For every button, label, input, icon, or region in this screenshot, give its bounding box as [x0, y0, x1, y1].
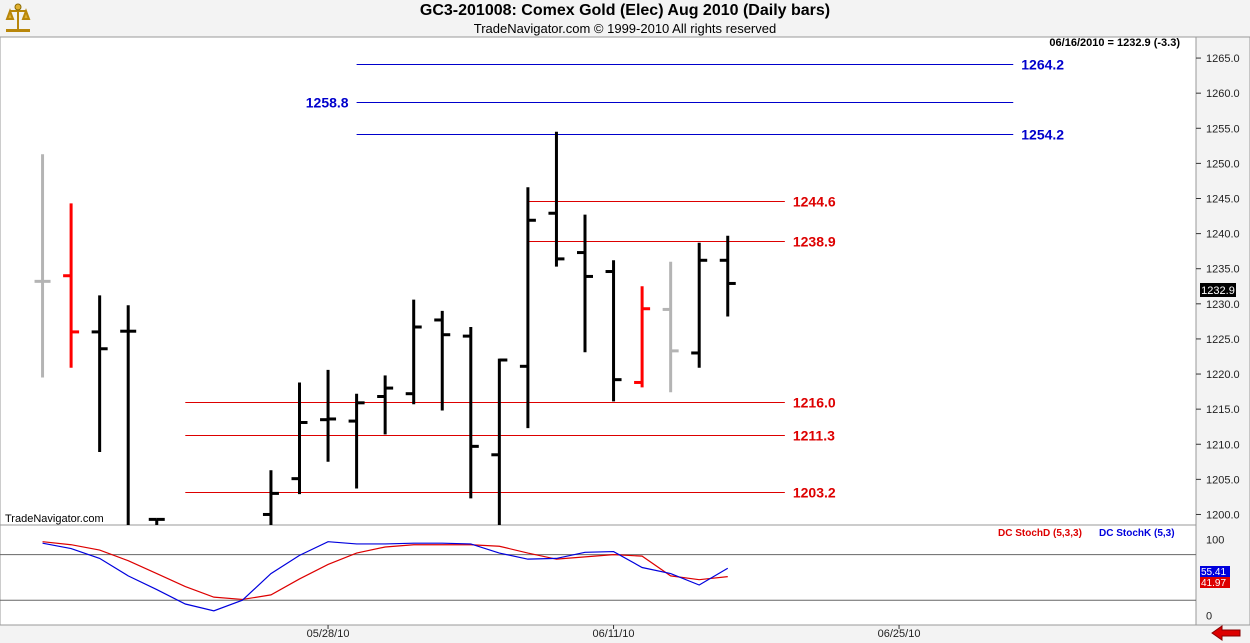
price-axis: 1200.0 1205.0 1210.0 1215.0 1220.0 1225.0 1230…: [1196, 53, 1240, 521]
y-tick-label: 1245.0: [1206, 193, 1240, 205]
chart-panels: [0, 36, 1250, 626]
ohlc-bar: [34, 154, 51, 378]
ohlc-bar: [491, 358, 508, 525]
y-axis-panel: [1195, 36, 1250, 626]
level-label: 1244.6: [793, 194, 836, 210]
y-tick-label: 1260.0: [1206, 88, 1240, 100]
ohlc-bar: [291, 382, 308, 495]
y-tick-label: 1255.0: [1206, 123, 1240, 135]
level-label: 1238.9: [793, 234, 836, 250]
stoch-legend-entry: DC StochD (5,3,3): [998, 528, 1082, 539]
chart-title: GC3-201008: Comex Gold (Elec) Aug 2010 (…: [419, 2, 831, 19]
stoch-readout-value: 41.97: [1201, 578, 1226, 589]
watermark-text: TradeNavigator.com: [5, 513, 104, 525]
ohlc-bar: [519, 187, 536, 429]
ohlc-bar: [691, 242, 708, 368]
ohlc-bar: [405, 299, 422, 405]
ohlc-bar: [63, 203, 80, 368]
y-tick-label: 1225.0: [1206, 334, 1240, 346]
ohlc-bar: [634, 286, 651, 388]
y-tick-label: 1220.0: [1206, 369, 1240, 381]
chart-subtitle: TradeNavigator.com © 1999-2010 All right…: [473, 21, 777, 36]
stoch-tick-label: 0: [1206, 610, 1212, 622]
ohlc-bar: [377, 375, 394, 435]
stoch-legend-entry: DC StochK (5,3): [1099, 528, 1175, 539]
stoch-panel: [0, 524, 1197, 626]
stoch-line: [42, 541, 728, 601]
last-price-badge: 1232.9: [1200, 283, 1236, 297]
ohlc-bar: [719, 235, 736, 317]
level-label: 1254.2: [1021, 127, 1064, 143]
price-panel: [0, 36, 1197, 526]
stoch-readout: 55.41: [1200, 566, 1230, 578]
y-tick-label: 1230.0: [1206, 299, 1240, 311]
ohlc-bar: [348, 393, 365, 489]
level-label: 1203.2: [793, 485, 836, 501]
stoch-readout-value: 55.41: [1201, 567, 1226, 578]
stoch-readout: 41.97: [1200, 577, 1230, 589]
y-tick-label: 1205.0: [1206, 474, 1240, 486]
ohlc-bar: [120, 305, 137, 525]
price-readout: 06/16/2010 = 1232.9 (-3.3): [1049, 37, 1180, 49]
x-tick-label: 05/28/10: [307, 628, 350, 640]
y-tick-label: 1265.0: [1206, 53, 1240, 65]
stoch-readout-box: [1200, 566, 1230, 577]
back-arrow-icon[interactable]: [1210, 625, 1242, 641]
ohlc-bar: [320, 369, 337, 462]
ohlc-bar: [262, 470, 279, 525]
price-levels: 1264.2 1258.8 1254.2 1244.6 1238.9 1216.0 1211…: [185, 57, 1064, 501]
price-bars: [34, 131, 736, 525]
stoch-readout-box: [1200, 577, 1230, 588]
level-label: 1211.3: [793, 428, 835, 444]
ohlc-bar: [91, 295, 108, 452]
x-tick-label: 06/11/10: [593, 628, 635, 640]
level-label: 1258.8: [306, 95, 349, 111]
last-price-label: 1232.9: [1201, 285, 1235, 297]
ohlc-bar: [148, 517, 165, 525]
ohlc-bar: [548, 131, 565, 267]
y-tick-label: 1215.0: [1206, 404, 1240, 416]
stoch-line: [42, 541, 729, 612]
level-label: 1264.2: [1021, 57, 1064, 73]
x-tick-label: 06/25/10: [878, 628, 921, 640]
stoch-tick-label: 100: [1206, 534, 1224, 546]
ohlc-bar: [462, 326, 479, 499]
y-tick-label: 1240.0: [1206, 229, 1240, 241]
date-axis: 05/28/10 06/11/10 06/25/10: [307, 625, 921, 640]
ohlc-bar: [434, 310, 451, 411]
trade-navigator-logo-icon: [5, 3, 31, 32]
level-label: 1216.0: [793, 395, 836, 411]
ohlc-bar: [662, 261, 679, 393]
y-tick-label: 1235.0: [1206, 264, 1240, 276]
y-tick-label: 1200.0: [1206, 509, 1240, 521]
chart-header: GC3-201008: Comex Gold (Elec) Aug 2010 (…: [0, 0, 1250, 36]
ohlc-bar: [605, 260, 622, 402]
y-tick-label: 1210.0: [1206, 439, 1240, 451]
ohlc-bar: [577, 214, 593, 353]
stochastic-panel-content: 0 100 DC StochD (5,3,3) DC StochK (5,3) 55.4…: [0, 528, 1230, 622]
y-tick-label: 1250.0: [1206, 158, 1240, 170]
